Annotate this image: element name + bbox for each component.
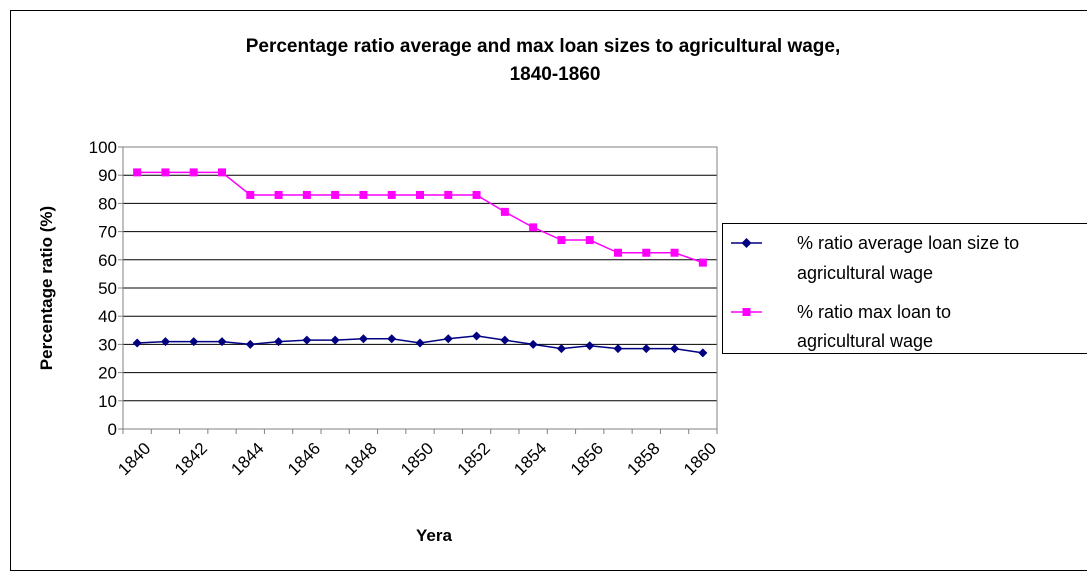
data-point-square: [161, 168, 169, 176]
data-point-square: [557, 236, 565, 244]
data-point-square: [218, 168, 226, 176]
y-tick-label: 40: [98, 307, 117, 326]
legend-label-max-line1: % ratio max loan to: [797, 302, 951, 322]
data-point-square: [331, 191, 339, 199]
data-point-square: [671, 249, 679, 257]
legend-label-average-line2: agricultural wage: [797, 263, 933, 283]
x-axis-label: Yera: [416, 526, 452, 545]
data-point-square: [444, 191, 452, 199]
legend-square-marker: [743, 308, 751, 316]
y-tick-label: 70: [98, 223, 117, 242]
data-point-square: [699, 259, 707, 267]
data-point-square: [416, 191, 424, 199]
data-point-square: [473, 191, 481, 199]
y-tick-label: 60: [98, 251, 117, 270]
chart-title-line1: Percentage ratio average and max loan si…: [246, 36, 841, 57]
data-point-square: [614, 249, 622, 257]
legend-label-average-line1: % ratio average loan size to: [797, 233, 1019, 253]
y-tick-label: 10: [98, 392, 117, 411]
data-point-square: [642, 249, 650, 257]
data-point-square: [246, 191, 254, 199]
y-tick-label: 50: [98, 279, 117, 298]
data-point-square: [190, 168, 198, 176]
y-tick-label: 90: [98, 166, 117, 185]
chart-title-line2: 1840-1860: [510, 64, 601, 85]
data-point-square: [275, 191, 283, 199]
data-point-square: [388, 191, 396, 199]
legend: % ratio average loan size to agricultura…: [723, 224, 1087, 354]
data-point-square: [133, 168, 141, 176]
data-point-square: [586, 236, 594, 244]
y-tick-label: 80: [98, 194, 117, 213]
data-point-square: [501, 208, 509, 216]
data-point-square: [529, 223, 537, 231]
data-point-square: [303, 191, 311, 199]
y-tick-label: 30: [98, 335, 117, 354]
legend-label-max-line2: agricultural wage: [797, 331, 933, 351]
y-tick-label: 20: [98, 364, 117, 383]
data-point-square: [359, 191, 367, 199]
y-tick-label: 100: [89, 138, 117, 157]
y-tick-label: 0: [108, 420, 117, 439]
y-axis-label: Percentage ratio (%): [37, 206, 56, 370]
